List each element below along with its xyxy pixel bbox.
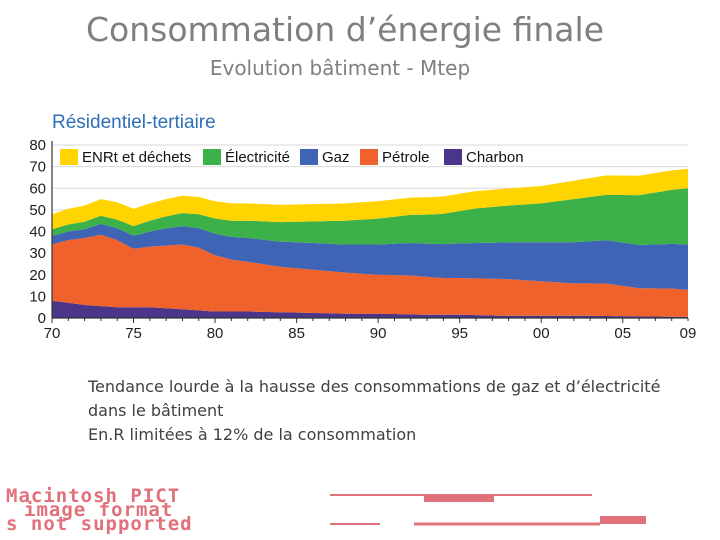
y-tick-label-50: 50 bbox=[29, 202, 46, 219]
area-enrt bbox=[52, 168, 688, 230]
legend-label-enrt: ENRt et déchets bbox=[82, 149, 191, 166]
y-tick-label-10: 10 bbox=[29, 288, 46, 305]
x-tick-label-09: 09 bbox=[680, 325, 697, 342]
y-tick-label-20: 20 bbox=[29, 267, 46, 284]
legend-swatch-gaz bbox=[300, 149, 318, 165]
legend-label-charbon: Charbon bbox=[466, 149, 524, 166]
caption-line-2: dans le bâtiment bbox=[88, 401, 224, 420]
chart-areas bbox=[52, 168, 688, 318]
placeholder-line-2: image format bbox=[24, 499, 174, 521]
legend-swatch-enrt bbox=[60, 149, 78, 165]
placeholder-line-1: Macintosh PICT bbox=[6, 485, 181, 507]
y-tick-label-70: 70 bbox=[29, 159, 46, 176]
caption-line-1: Tendance lourde à la hausse des consomma… bbox=[88, 377, 661, 396]
x-tick-label-80: 80 bbox=[207, 325, 224, 342]
x-tick-label-95: 95 bbox=[451, 325, 468, 342]
slide-title: Consommation d’énergie finale bbox=[86, 10, 604, 49]
legend-swatch-electricite bbox=[203, 149, 221, 165]
area-electricite bbox=[52, 188, 688, 245]
area-gaz bbox=[52, 223, 688, 290]
x-tick-label-85: 85 bbox=[288, 325, 305, 342]
y-tick-label-30: 30 bbox=[29, 245, 46, 262]
area-petrole bbox=[52, 234, 688, 317]
legend-swatch-charbon bbox=[444, 149, 462, 165]
energy-area-chart: Résidentiel-tertiaire 0 10 20 30 40 50 60 70 80 7… bbox=[29, 112, 696, 342]
legend-label-petrole: Pétrole bbox=[382, 149, 430, 166]
area-charbon bbox=[52, 300, 688, 318]
unsupported-image-placeholder: Macintosh PICT image format s not suppor… bbox=[0, 480, 720, 540]
x-tick-label-75: 75 bbox=[125, 325, 142, 342]
caption: Tendance lourde à la hausse des consomma… bbox=[88, 375, 688, 447]
placeholder-line-3: s not supported bbox=[6, 513, 193, 535]
legend-label-electricite: Électricité bbox=[225, 149, 290, 166]
chart-title: Résidentiel-tertiaire bbox=[52, 112, 216, 133]
chart-legend: ENRt et déchets Électricité Gaz Pétrole Char… bbox=[60, 149, 524, 166]
x-tick-label-05: 05 bbox=[614, 325, 631, 342]
y-tick-label-0: 0 bbox=[38, 310, 46, 327]
x-tick-label-00: 00 bbox=[533, 325, 550, 342]
y-tick-label-80: 80 bbox=[29, 137, 46, 154]
chart-axes: 0 10 20 30 40 50 60 70 80 70 75 80 85 90 95 00 05 09 bbox=[29, 137, 696, 342]
caption-line-3: En.R limitées à 12% de la consommation bbox=[88, 425, 417, 444]
legend-swatch-petrole bbox=[360, 149, 378, 165]
y-tick-label-40: 40 bbox=[29, 224, 46, 241]
placeholder-artifact-lines bbox=[330, 494, 646, 526]
x-tick-label-70: 70 bbox=[44, 325, 61, 342]
legend-label-gaz: Gaz bbox=[322, 149, 350, 166]
y-tick-label-60: 60 bbox=[29, 180, 46, 197]
x-tick-label-90: 90 bbox=[370, 325, 387, 342]
slide-subtitle: Evolution bâtiment - Mtep bbox=[209, 56, 471, 80]
